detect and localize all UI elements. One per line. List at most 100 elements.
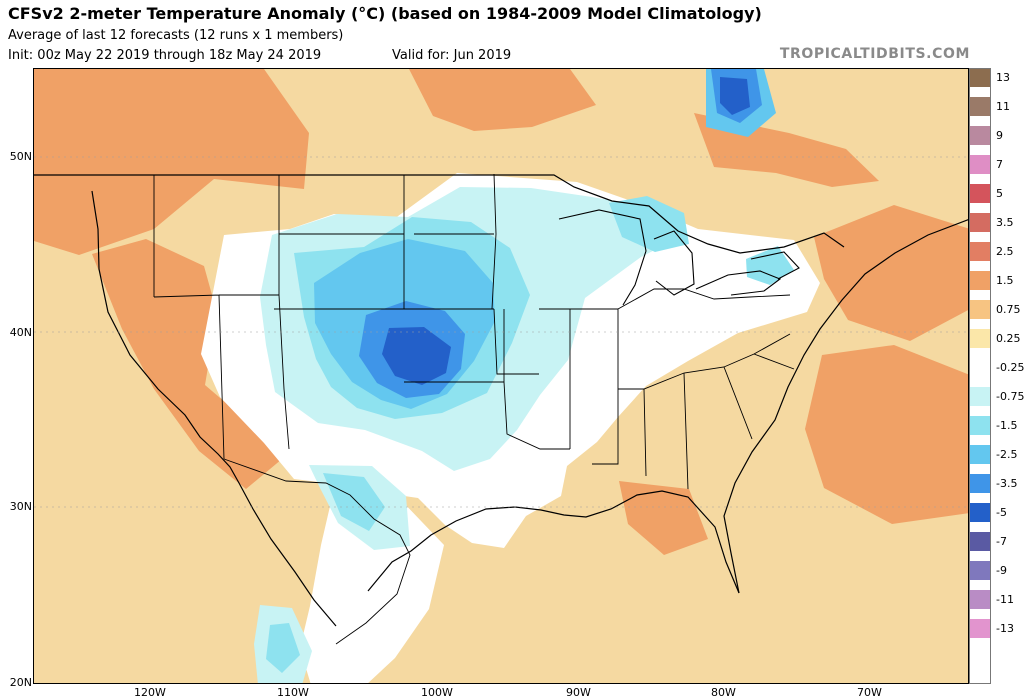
legend-label-11: 11 (996, 100, 1010, 113)
lat-label-40n: 40N (9, 326, 32, 339)
west-coastline (91, 190, 337, 627)
legend-swatch-2-5 (969, 242, 991, 262)
legend-row-13: 13 (969, 68, 1024, 88)
legend-row-neg-1-5: -1.5 (969, 416, 1024, 436)
legend-swatch-0-25 (969, 329, 991, 349)
legend-label-neg-11: -11 (996, 593, 1014, 606)
legend-label-neg-1-5: -1.5 (996, 419, 1018, 432)
legend-row-neg-0-25: -0.25 (969, 358, 1024, 378)
legend-swatch-5 (969, 184, 991, 204)
legend-swatch-neg-13 (969, 619, 991, 639)
legend-label-neg-0-75: -0.75 (996, 390, 1024, 403)
legend-row-neg-13: -13 (969, 619, 1024, 639)
legend-row-neg-11: -11 (969, 590, 1024, 610)
legend-label-neg-9: -9 (996, 564, 1007, 577)
legend-label-neg-0-25: -0.25 (996, 361, 1024, 374)
legend-row-0-25: 0.25 (969, 329, 1024, 349)
legend-row-3-5: 3.5 (969, 213, 1024, 233)
legend-swatch-3-5 (969, 213, 991, 233)
color-legend: 13 11 9 7 5 3.5 2.5 1.5 0.75 0.25 -0.25 (969, 68, 1024, 684)
lat-label-30n: 30N (9, 500, 32, 513)
legend-row-neg-3-5: -3.5 (969, 474, 1024, 494)
state-borders-central (404, 173, 571, 450)
valid-period: Valid for: Jun 2019 (392, 48, 512, 63)
anomaly-map-svg (34, 69, 968, 683)
warm-band-northwest (34, 69, 309, 255)
warm-band-atlantic (805, 345, 968, 524)
legend-row-neg-7: -7 (969, 532, 1024, 552)
legend-label-9: 9 (996, 129, 1003, 142)
legend-label-1-5: 1.5 (996, 274, 1014, 287)
legend-row-neg-9: -9 (969, 561, 1024, 581)
state-borders-east (570, 288, 795, 490)
map-header: CFSv2 2-meter Temperature Anomaly (°C) (… (0, 0, 1024, 68)
legend-label-neg-3-5: -3.5 (996, 477, 1018, 490)
legend-swatch-neg-0-75 (969, 387, 991, 407)
legend-swatch-neg-11 (969, 590, 991, 610)
legend-swatch-13 (969, 68, 991, 88)
legend-label-neg-2-5: -2.5 (996, 448, 1018, 461)
cool-extreme-hudson (720, 77, 750, 115)
legend-swatch-7 (969, 155, 991, 175)
mexico-outline (223, 458, 411, 645)
lon-label-80w: 80W (711, 686, 736, 699)
cool-mid-texas (323, 473, 385, 531)
east-coastline (723, 219, 968, 594)
legend-row-neg-0-75: -0.75 (969, 387, 1024, 407)
site-credit: TROPICALTIDBITS.COM (779, 46, 970, 62)
legend-label-13: 13 (996, 71, 1010, 84)
legend-row-9: 9 (969, 126, 1024, 146)
lon-label-100w: 100W (421, 686, 453, 699)
legend-swatch-1-5 (969, 271, 991, 291)
cool-mid-mexico-west (266, 623, 300, 673)
cool-mid-great-lakes (609, 196, 689, 252)
legend-label-0-75: 0.75 (996, 303, 1021, 316)
lon-label-120w: 120W (134, 686, 166, 699)
warm-band-gulf-east (619, 481, 708, 555)
legend-swatch-neg-3-5 (969, 474, 991, 494)
state-borders-west (153, 175, 539, 460)
legend-row-2-5: 2.5 (969, 242, 1024, 262)
legend-swatch-neg-2-5 (969, 445, 991, 465)
map-title: CFSv2 2-meter Temperature Anomaly (°C) (… (8, 4, 762, 23)
legend-swatch-11 (969, 97, 991, 117)
legend-row-7: 7 (969, 155, 1024, 175)
legend-row-neg-5: -5 (969, 503, 1024, 523)
legend-row-neg-2-5: -2.5 (969, 445, 1024, 465)
gulf-coastline (367, 490, 740, 594)
legend-swatch-neg-5 (969, 503, 991, 523)
lon-label-110w: 110W (277, 686, 309, 699)
legend-swatch-neg-1-5 (969, 416, 991, 436)
warm-band-northeast-us (814, 205, 968, 341)
lon-label-90w: 90W (566, 686, 591, 699)
lon-label-70w: 70W (857, 686, 882, 699)
legend-label-2-5: 2.5 (996, 245, 1014, 258)
legend-row-1-5: 1.5 (969, 271, 1024, 291)
legend-row-0-75: 0.75 (969, 300, 1024, 320)
anomaly-map (33, 68, 969, 684)
legend-label-neg-5: -5 (996, 506, 1007, 519)
legend-label-0-25: 0.25 (996, 332, 1021, 345)
init-time: Init: 00z May 22 2019 through 18z May 24… (8, 48, 322, 63)
lat-label-20n: 20N (9, 676, 32, 689)
legend-label-neg-13: -13 (996, 622, 1014, 635)
cool-extreme-core (382, 327, 451, 385)
legend-row-11: 11 (969, 97, 1024, 117)
legend-swatch-neg-9 (969, 561, 991, 581)
map-subtitle: Average of last 12 forecasts (12 runs x … (8, 28, 344, 43)
warm-band-northern-canada (409, 69, 596, 131)
cool-mid-new-york (746, 246, 794, 285)
legend-label-neg-7: -7 (996, 535, 1007, 548)
legend-label-5: 5 (996, 187, 1003, 200)
lat-label-50n: 50N (9, 150, 32, 163)
legend-swatch-neg-0-25 (969, 358, 991, 378)
legend-swatch-0-75 (969, 300, 991, 320)
great-lakes-outline (558, 209, 800, 306)
legend-swatch-neg-7 (969, 532, 991, 552)
legend-label-7: 7 (996, 158, 1003, 171)
warm-band-west-coast (92, 239, 282, 489)
country-border-us-canada (34, 174, 845, 254)
legend-swatch-9 (969, 126, 991, 146)
legend-row-5: 5 (969, 184, 1024, 204)
legend-label-3-5: 3.5 (996, 216, 1014, 229)
